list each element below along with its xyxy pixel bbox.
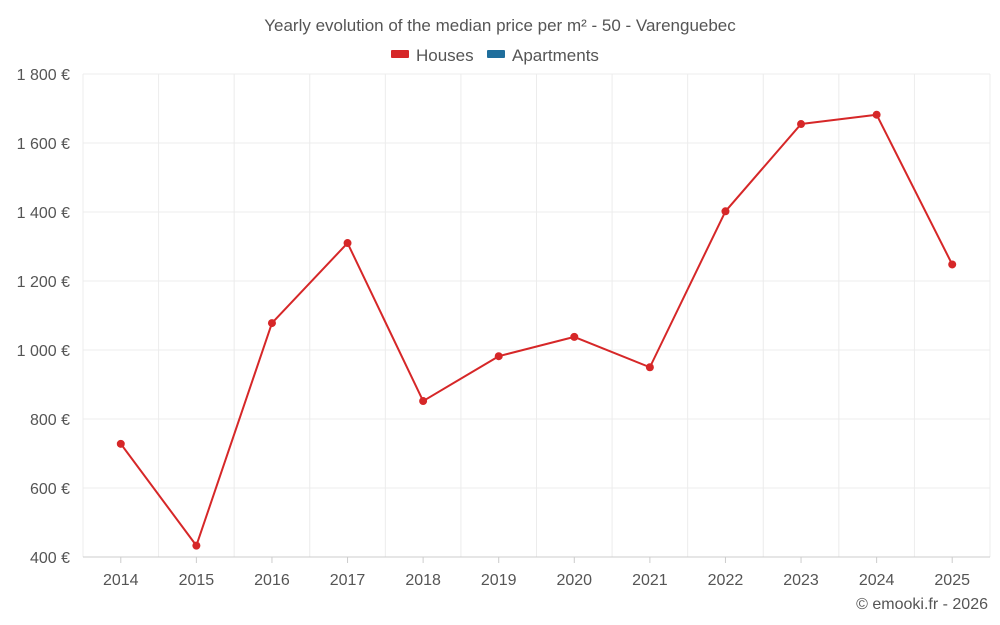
y-tick-label: 1 800 € [17, 67, 70, 84]
data-point[interactable] [570, 332, 579, 341]
x-axis-ticks: 2014 2015 2016 2017 2018 2019 2020 2021 2022 2023… [103, 557, 970, 589]
data-point[interactable] [116, 439, 125, 448]
x-tick-label: 2020 [556, 572, 592, 589]
legend-label-apartments: Apartments [512, 46, 599, 65]
data-point[interactable] [419, 397, 428, 406]
x-tick-label: 2023 [783, 572, 819, 589]
legend-item-apartments[interactable]: Apartments [487, 46, 599, 65]
series-houses [116, 110, 957, 550]
chart-title: Yearly evolution of the median price per… [264, 16, 736, 35]
x-tick-label: 2018 [405, 572, 441, 589]
x-tick-label: 2024 [859, 572, 895, 589]
x-tick-label: 2019 [481, 572, 517, 589]
gridlines [82, 73, 991, 558]
legend-swatch-houses [391, 50, 409, 58]
y-tick-label: 800 € [30, 412, 70, 429]
legend-swatch-apartments [487, 50, 505, 58]
legend-item-houses[interactable]: Houses [391, 46, 474, 65]
y-tick-label: 1 200 € [17, 274, 70, 291]
x-tick-label: 2016 [254, 572, 290, 589]
y-axis-ticks: 400 € 600 € 800 € 1 000 € 1 200 € 1 400 € 1 60… [17, 67, 70, 567]
x-tick-label: 2014 [103, 572, 139, 589]
x-tick-label: 2017 [330, 572, 366, 589]
y-tick-label: 600 € [30, 481, 70, 498]
x-tick-label: 2015 [179, 572, 215, 589]
y-tick-label: 1 000 € [17, 343, 70, 360]
data-point[interactable] [494, 352, 503, 361]
data-point[interactable] [872, 110, 881, 119]
data-point[interactable] [343, 239, 352, 248]
y-tick-label: 1 400 € [17, 205, 70, 222]
y-tick-label: 400 € [30, 550, 70, 567]
series-line [119, 113, 954, 547]
legend: Houses Apartments [391, 46, 599, 65]
data-point[interactable] [797, 120, 806, 129]
credit-text: © emooki.fr - 2026 [856, 596, 988, 613]
data-point[interactable] [267, 319, 276, 328]
data-point[interactable] [645, 363, 654, 372]
x-tick-label: 2022 [708, 572, 744, 589]
data-point[interactable] [192, 541, 201, 550]
data-point[interactable] [721, 207, 730, 216]
data-point[interactable] [948, 260, 957, 269]
legend-label-houses: Houses [416, 46, 474, 65]
y-tick-label: 1 600 € [17, 136, 70, 153]
x-tick-label: 2025 [934, 572, 970, 589]
x-tick-label: 2021 [632, 572, 668, 589]
